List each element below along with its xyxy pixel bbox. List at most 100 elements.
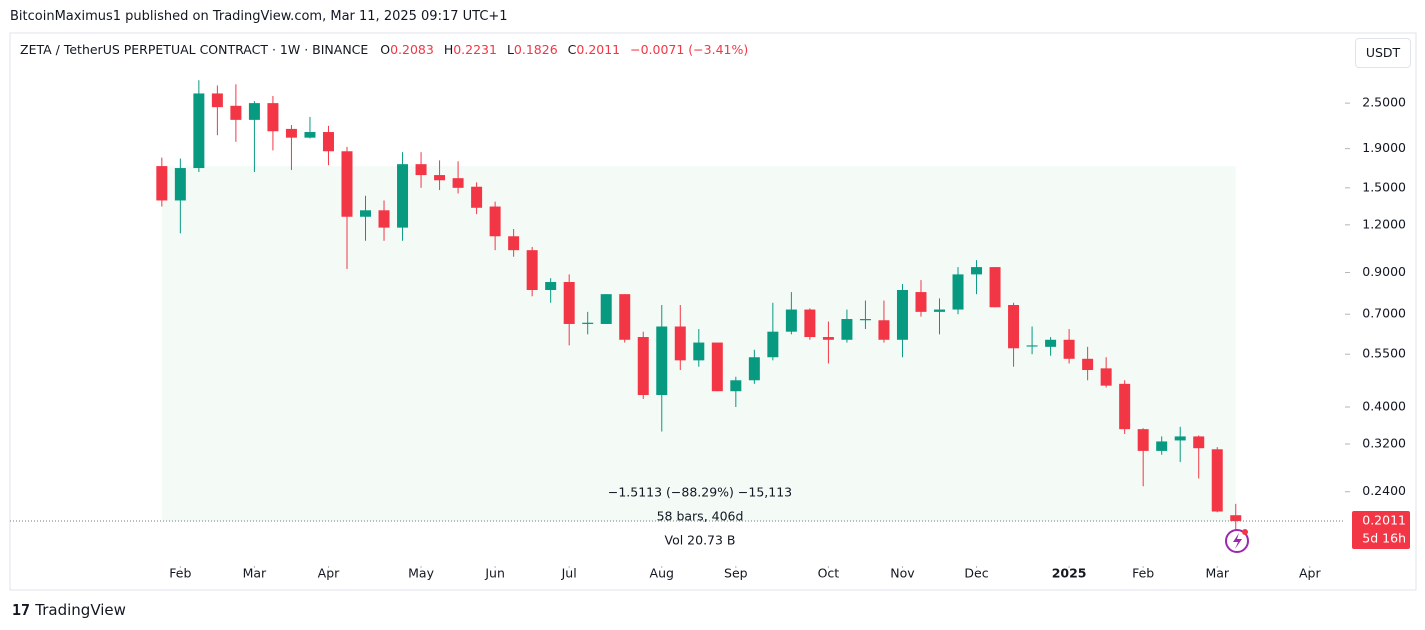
event-dot xyxy=(1242,529,1248,535)
candle-body xyxy=(1063,339,1075,359)
candle-body xyxy=(915,292,927,312)
measure-annotation: 58 bars, 406d xyxy=(657,509,744,524)
x-tick-label: 2025 xyxy=(1052,566,1087,581)
price-label: 0.2011 xyxy=(1362,513,1406,528)
y-tick-label: 2.5000 xyxy=(1362,95,1406,110)
candle-body xyxy=(341,151,353,217)
candle-body xyxy=(304,132,316,138)
x-tick-label: Feb xyxy=(1132,566,1154,581)
x-tick-label: Mar xyxy=(1205,566,1229,581)
candle-body xyxy=(322,132,334,152)
candle-body xyxy=(582,322,594,324)
candle-body xyxy=(767,331,779,358)
c-value: 0.2011 xyxy=(576,42,621,57)
candle-body xyxy=(1045,339,1057,347)
y-tick-label: 0.9000 xyxy=(1362,264,1406,279)
candle-body xyxy=(730,380,742,392)
x-tick-label: Jul xyxy=(561,566,577,581)
y-tick-label: 1.5000 xyxy=(1362,179,1406,194)
y-tick-label: 0.2400 xyxy=(1362,483,1406,498)
o-label: O xyxy=(380,42,391,57)
x-tick-label: Nov xyxy=(890,566,915,581)
x-tick-label: Sep xyxy=(724,566,748,581)
candle-body xyxy=(600,294,612,324)
candle-body xyxy=(674,326,686,361)
candle-body xyxy=(1026,345,1038,347)
legend: ZETA / TetherUS PERPETUAL CONTRACT · 1W … xyxy=(20,42,754,57)
candle-body xyxy=(248,103,260,120)
candle-body xyxy=(1230,515,1242,522)
candle-body xyxy=(397,164,409,228)
candle-body xyxy=(267,103,279,132)
candle-body xyxy=(471,186,483,208)
candle-body xyxy=(1156,441,1168,451)
candle-body xyxy=(711,342,723,392)
candle-body xyxy=(378,210,390,228)
candle-body xyxy=(174,168,186,201)
l-label: L xyxy=(506,42,514,57)
candle-body xyxy=(693,342,705,361)
candle-body xyxy=(230,105,242,120)
c-label: C xyxy=(567,42,577,57)
brand: 17 TradingView xyxy=(12,601,126,619)
candle-body xyxy=(1119,383,1131,430)
x-tick-label: Jun xyxy=(484,566,505,581)
candle-body xyxy=(878,320,890,340)
candle-body xyxy=(1211,449,1223,512)
countdown: 5d 16h xyxy=(1362,531,1406,546)
candle-body xyxy=(156,166,168,201)
candle-body xyxy=(526,250,538,291)
candle-body xyxy=(934,309,946,312)
candle-body xyxy=(896,290,908,340)
candle-body xyxy=(1100,368,1112,386)
change: −0.0071 (−3.41%) xyxy=(630,42,749,57)
price-label-bg xyxy=(1352,511,1410,550)
candle-body xyxy=(619,294,631,340)
x-tick-label: Dec xyxy=(964,566,988,581)
candle-body xyxy=(952,274,964,310)
y-tick-label: 0.5500 xyxy=(1362,346,1406,361)
symbol: ZETA / TetherUS PERPETUAL CONTRACT · 1W … xyxy=(20,42,369,57)
y-tick-label: 1.2000 xyxy=(1362,216,1406,231)
h-label: H xyxy=(443,42,454,57)
candle-body xyxy=(1193,436,1205,449)
candle-body xyxy=(563,282,575,324)
candle-body xyxy=(508,236,520,251)
measure-annotation: −1.5113 (−88.29%) −15,113 xyxy=(608,485,792,500)
y-tick-label: 1.9000 xyxy=(1362,140,1406,155)
candle-body xyxy=(1174,436,1186,441)
candle-body xyxy=(859,319,871,321)
candle-body xyxy=(804,309,816,338)
x-tick-label: Mar xyxy=(243,566,267,581)
l-value: 0.1826 xyxy=(513,42,558,57)
candle-body xyxy=(748,357,760,381)
x-tick-label: Aug xyxy=(650,566,674,581)
candle-body xyxy=(989,267,1001,308)
candle-body xyxy=(452,178,464,188)
candle-body xyxy=(1082,358,1094,371)
candle-body xyxy=(415,164,427,176)
x-tick-label: Apr xyxy=(1299,566,1321,581)
x-tick-label: Feb xyxy=(169,566,191,581)
y-tick-label: 0.7000 xyxy=(1362,306,1406,321)
x-tick-label: Apr xyxy=(318,566,340,581)
x-tick-label: May xyxy=(408,566,434,581)
candle-body xyxy=(545,282,557,291)
candle-body xyxy=(434,175,446,181)
candle-body xyxy=(841,319,853,340)
y-tick-label: 0.3200 xyxy=(1362,436,1406,451)
y-tick-label: 0.4000 xyxy=(1362,399,1406,414)
candle-body xyxy=(193,93,205,169)
o-value: 0.2083 xyxy=(390,42,434,57)
h-value: 0.2231 xyxy=(453,42,497,57)
measure-annotation: Vol 20.73 B xyxy=(664,533,735,548)
candle-body xyxy=(785,309,797,332)
candle-body xyxy=(1137,429,1149,451)
x-tick-label: Oct xyxy=(818,566,840,581)
candle-body xyxy=(1008,304,1020,349)
candle-body xyxy=(971,267,983,275)
pane-border xyxy=(9,32,1417,591)
currency-button[interactable]: USDT xyxy=(1355,38,1411,68)
